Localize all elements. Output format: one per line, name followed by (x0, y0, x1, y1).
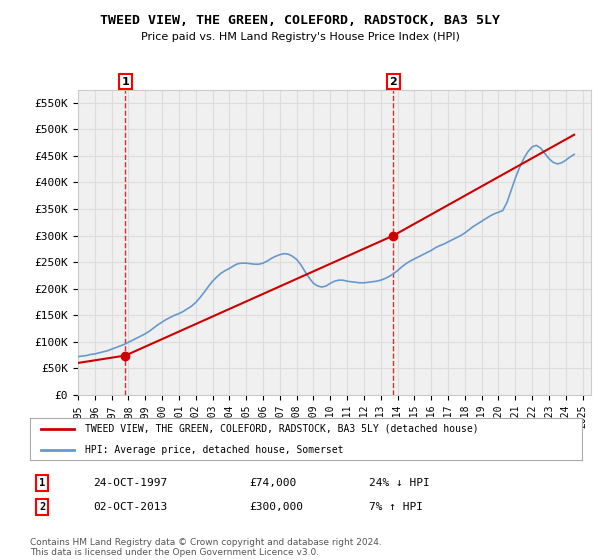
Text: 2: 2 (39, 502, 45, 512)
Text: 24-OCT-1997: 24-OCT-1997 (93, 478, 167, 488)
Text: £74,000: £74,000 (249, 478, 296, 488)
Text: 1: 1 (39, 478, 45, 488)
Text: 02-OCT-2013: 02-OCT-2013 (93, 502, 167, 512)
Text: £300,000: £300,000 (249, 502, 303, 512)
Text: Price paid vs. HM Land Registry's House Price Index (HPI): Price paid vs. HM Land Registry's House … (140, 32, 460, 43)
Text: 24% ↓ HPI: 24% ↓ HPI (369, 478, 430, 488)
Text: 2: 2 (389, 77, 397, 87)
Text: 7% ↑ HPI: 7% ↑ HPI (369, 502, 423, 512)
Text: 1: 1 (122, 77, 130, 87)
Text: Contains HM Land Registry data © Crown copyright and database right 2024.
This d: Contains HM Land Registry data © Crown c… (30, 538, 382, 557)
Text: TWEED VIEW, THE GREEN, COLEFORD, RADSTOCK, BA3 5LY: TWEED VIEW, THE GREEN, COLEFORD, RADSTOC… (100, 14, 500, 27)
Text: TWEED VIEW, THE GREEN, COLEFORD, RADSTOCK, BA3 5LY (detached house): TWEED VIEW, THE GREEN, COLEFORD, RADSTOC… (85, 424, 479, 434)
Text: HPI: Average price, detached house, Somerset: HPI: Average price, detached house, Some… (85, 445, 344, 455)
